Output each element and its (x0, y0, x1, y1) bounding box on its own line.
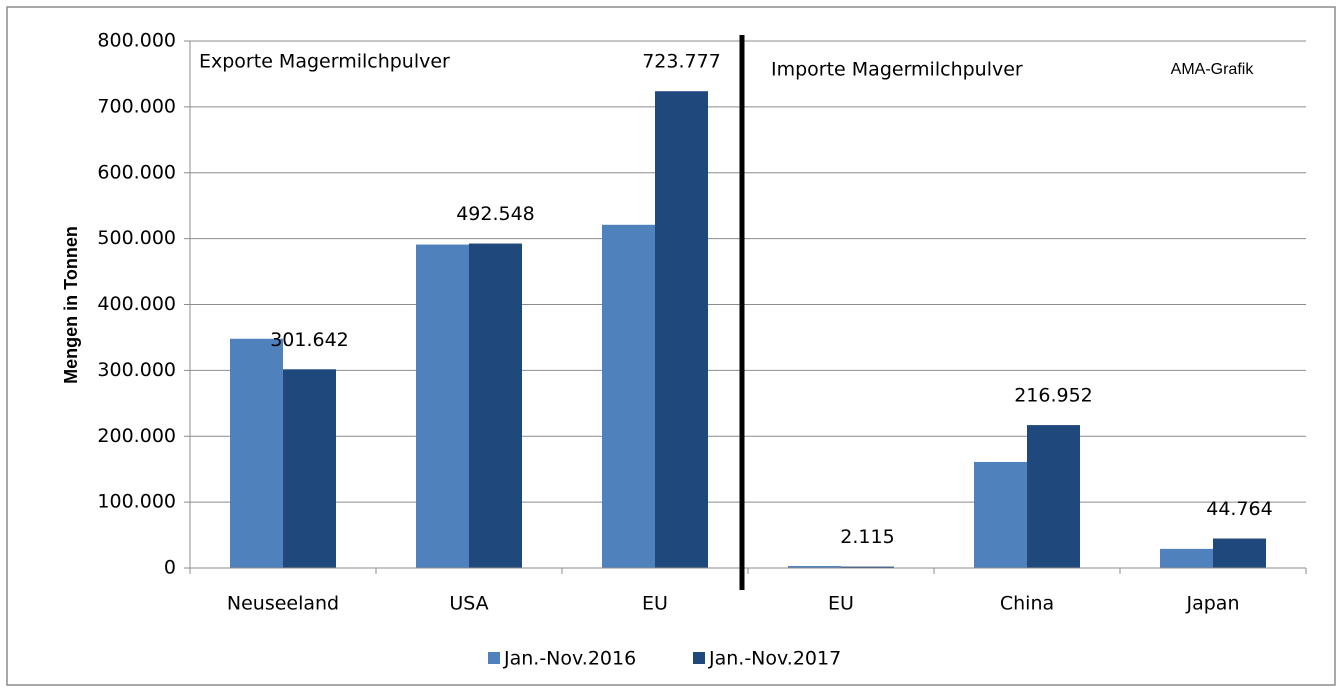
y-tick-label: 500.000 (97, 227, 176, 249)
annotation: Exporte Magermilchpulver (199, 51, 450, 73)
value-label: 723.777 (642, 51, 721, 73)
x-tick-label: Neuseeland (227, 593, 339, 615)
bar (469, 243, 522, 569)
x-tick-label: EU (642, 593, 668, 615)
x-tick-label: USA (449, 593, 488, 615)
value-label: 492.548 (456, 203, 535, 225)
bar (1160, 548, 1213, 568)
bar (841, 566, 894, 568)
legend-label: Jan.-Nov.2016 (503, 648, 636, 670)
y-tick-label: 600.000 (97, 161, 176, 183)
bar (1027, 425, 1080, 568)
y-tick-label: 800.000 (97, 30, 176, 52)
y-tick-label: 100.000 (97, 491, 176, 513)
y-tick-label: 0 (164, 557, 176, 579)
legend-swatch (488, 652, 500, 664)
bar (655, 91, 708, 568)
bar (788, 566, 841, 568)
legend-label: Jan.-Nov.2017 (708, 648, 841, 670)
value-label: 216.952 (1014, 385, 1093, 407)
annotation: Importe Magermilchpulver (771, 59, 1023, 81)
y-tick-label: 700.000 (97, 95, 176, 117)
bar (416, 244, 469, 568)
bar (1213, 538, 1266, 568)
bar (974, 461, 1027, 568)
legend-swatch (693, 652, 705, 664)
y-axis-label: Mengen in Tonnen (61, 226, 81, 384)
y-tick-label: 300.000 (97, 359, 176, 381)
y-tick-label: 200.000 (97, 425, 176, 447)
value-label: 44.764 (1206, 498, 1272, 520)
x-tick-label: EU (828, 593, 854, 615)
bar (230, 338, 283, 568)
x-tick-label: Japan (1186, 593, 1240, 615)
annotation: AMA-Grafik (1171, 61, 1255, 78)
bar (602, 224, 655, 568)
x-tick-label: China (1000, 593, 1054, 615)
bar (283, 369, 336, 568)
value-label: 301.642 (270, 329, 349, 351)
value-label: 2.115 (840, 526, 894, 548)
y-tick-label: 400.000 (97, 293, 176, 315)
